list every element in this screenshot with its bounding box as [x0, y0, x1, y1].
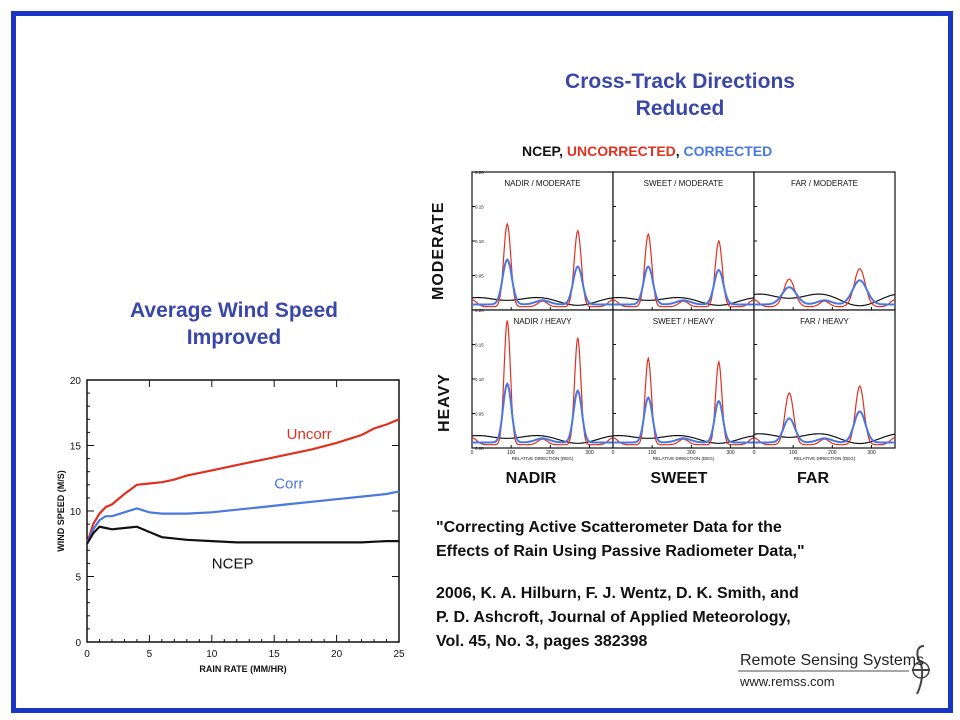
citation-title: "Correcting Active Scatterometer Data fo…	[436, 516, 906, 564]
col-label-sweet: SWEET	[650, 470, 708, 487]
panel-title: FAR / MODERATE	[791, 179, 858, 188]
left-title: Average Wind Speed Improved	[96, 297, 372, 351]
panel-x-tick-label: 0	[471, 450, 474, 456]
panel-x-tick-label: 100	[789, 450, 798, 456]
panel-y-tick-label: 0.20	[475, 170, 484, 175]
row-label-heavy: HEAVY	[436, 373, 453, 432]
panel-y-tick-label: 0.05	[475, 274, 484, 279]
panel-y-tick-label: 0.00	[475, 446, 484, 451]
panel-y-tick-label: 0.05	[475, 412, 484, 417]
legend-separator-1: ,	[559, 143, 567, 159]
panel-frame	[471, 309, 614, 449]
panel-corrected-line	[472, 258, 613, 306]
panel-x-tick-label: 200	[687, 450, 696, 456]
x-tick-label: 25	[393, 649, 405, 660]
x-tick-label: 20	[331, 649, 343, 660]
panel-frame	[753, 171, 896, 311]
panel-title: SWEET / MODERATE	[644, 179, 724, 188]
panel-x-tick-label: 100	[648, 450, 657, 456]
panel-x-tick-label: 200	[828, 450, 837, 456]
series-label-ncep: NCEP	[212, 556, 254, 573]
x-axis-label: RAIN RATE (MM/HR)	[199, 664, 286, 674]
remss-logo: Remote Sensing Systems www.remss.com	[734, 640, 934, 700]
x-tick-label: 10	[206, 649, 218, 660]
panel-title: NADIR / MODERATE	[504, 179, 580, 188]
cross-track-panels-chart: NADIR / MODERATE 0.05 0.10 0.15 0.20 SWEET / …	[471, 170, 896, 461]
panel-frame	[753, 309, 896, 449]
panel-corrected-line	[472, 382, 613, 444]
citation-title-line-1: "Correcting Active Scatterometer Data fo…	[436, 519, 782, 536]
row-label-moderate: MODERATE	[430, 201, 447, 300]
x-tick-label: 5	[147, 649, 153, 660]
plot-frame	[86, 379, 400, 643]
panel-y-tick-label: 0.10	[475, 377, 484, 382]
left-title-line-2: Improved	[186, 326, 282, 349]
y-tick-label: 0	[75, 638, 81, 649]
panel-frame	[612, 171, 755, 311]
panel-x-tick-label: 300	[867, 450, 876, 456]
right-title: Cross-Track Directions Reduced	[530, 68, 830, 122]
panel-x-tick-label: 0	[753, 450, 756, 456]
logo-url: www.remss.com	[740, 674, 835, 689]
panel-frame	[612, 309, 755, 449]
panel-corrected-line	[754, 410, 895, 444]
panel-y-tick-label: 0.10	[475, 239, 484, 244]
legend-ncep: NCEP	[522, 143, 560, 159]
panel-x-axis-label: RELATIVE DIRECTION (DEG)	[794, 456, 856, 461]
panel-title: SWEET / HEAVY	[653, 317, 715, 326]
panel-ncep-line	[753, 433, 896, 445]
panel-x-tick-label: 0	[612, 450, 615, 456]
right-title-line-2: Reduced	[635, 97, 725, 120]
series-legend: NCEP, UNCORRECTED, CORRECTED	[522, 143, 862, 159]
citation-ref-line-1: 2006, K. A. Hilburn, F. J. Wentz, D. K. …	[436, 585, 799, 602]
panel-x-axis-label: RELATIVE DIRECTION (DEG)	[653, 456, 715, 461]
panel-x-axis-label: RELATIVE DIRECTION (DEG)	[512, 456, 574, 461]
x-tick-label: 0	[84, 649, 90, 660]
panel-frame	[471, 171, 614, 311]
series-line-ncep	[86, 525, 399, 545]
left-title-line-1: Average Wind Speed	[130, 299, 338, 322]
legend-corrected: CORRECTED	[683, 143, 773, 159]
y-tick-label: 5	[75, 573, 81, 584]
x-tick-label: 15	[269, 649, 281, 660]
series-line-uncorr	[85, 418, 400, 545]
panel-y-tick-label: 0.15	[475, 205, 484, 210]
logo-graphic	[738, 645, 930, 695]
panel-corrected-line	[613, 396, 754, 444]
citation-ref-line-3: Vol. 45, No. 3, pages 382398	[436, 633, 648, 650]
panel-y-tick-label: 0.15	[475, 343, 484, 348]
col-label-nadir: NADIR	[505, 470, 557, 487]
legend-separator-2: ,	[675, 143, 684, 159]
panel-y-tick-label: 0.20	[475, 308, 484, 313]
right-title-line-1: Cross-Track Directions	[565, 70, 795, 93]
panel-x-tick-label: 300	[726, 450, 735, 456]
panel-corrected-line	[754, 279, 895, 306]
col-label-far: FAR	[797, 470, 829, 487]
panel-title: FAR / HEAVY	[800, 317, 849, 326]
panel-x-tick-label: 200	[546, 450, 555, 456]
panel-x-tick-label: 300	[585, 450, 594, 456]
series-label-corr: Corr	[274, 476, 303, 493]
panel-corrected-line	[613, 265, 754, 306]
y-axis-label: WIND SPEED (M/S)	[56, 470, 66, 552]
logo-name: Remote Sensing Systems	[740, 652, 925, 669]
series-line-corr	[85, 490, 400, 545]
y-tick-label: 15	[70, 442, 82, 453]
y-tick-label: 20	[70, 376, 82, 387]
citation-reference: 2006, K. A. Hilburn, F. J. Wentz, D. K. …	[436, 582, 906, 654]
y-tick-label: 10	[70, 507, 82, 518]
series-label-uncorr: Uncorr	[287, 426, 332, 443]
panel-x-tick-label: 100	[507, 450, 516, 456]
citation-title-line-2: Effects of Rain Using Passive Radiometer…	[436, 543, 805, 560]
panel-title: NADIR / HEAVY	[513, 317, 572, 326]
wind-speed-chart: 0 5 10 15 20 25 0 5 10 15 20 RAIN RATE (MM/HR) WIND …	[56, 376, 405, 674]
legend-uncorrected: UNCORRECTED	[566, 143, 676, 159]
citation-ref-line-2: P. D. Ashcroft, Journal of Applied Meteo…	[436, 609, 791, 626]
